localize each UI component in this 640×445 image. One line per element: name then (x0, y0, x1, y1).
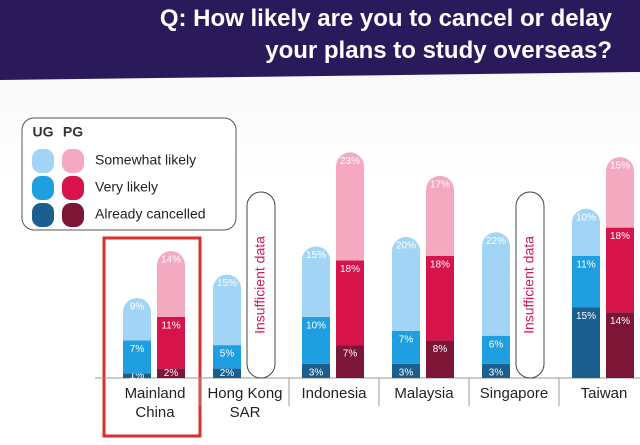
value-label: 2% (164, 368, 179, 379)
bar-segment (482, 335, 510, 364)
bar-segment (213, 345, 241, 369)
x-tick-label: Singapore (479, 385, 549, 402)
missing-note: Insufficient data (252, 236, 268, 334)
legend-swatch (32, 176, 54, 200)
legend-swatch (62, 176, 84, 200)
value-label: 1% (130, 370, 145, 381)
value-label: 7% (343, 349, 358, 360)
bar-segment (123, 340, 151, 374)
bar-segment (606, 312, 634, 378)
chart-title: Q: How likely are you to cancel or delay (159, 5, 612, 32)
x-tick-label: Malaysia (394, 385, 454, 402)
bar-segment (426, 255, 454, 341)
value-label: 10% (306, 321, 326, 332)
legend-label: Somewhat likely (95, 152, 196, 168)
title-banner (0, 0, 640, 80)
value-label: 15% (610, 161, 630, 172)
value-label: 7% (399, 335, 414, 346)
missing-note: Insufficient data (521, 236, 537, 334)
x-tick-label: Hong Kong SAR (207, 385, 283, 421)
value-label: 6% (489, 339, 504, 350)
value-label: 2% (220, 368, 235, 379)
value-label: 15% (306, 250, 326, 261)
legend-group-label: PG (63, 124, 83, 140)
bar-segment (392, 237, 420, 331)
bar-segment (336, 260, 364, 346)
bar-segment (482, 363, 510, 378)
value-label: 17% (430, 180, 450, 191)
bar-segment (157, 251, 185, 317)
missing-capsule (246, 191, 276, 379)
bar-segment (572, 208, 600, 256)
bar-segment (157, 368, 185, 378)
value-label: 15% (576, 311, 596, 322)
bar-segment (123, 373, 151, 378)
legend-swatch (62, 203, 84, 227)
bar-segment (392, 363, 420, 378)
value-label: 10% (576, 212, 596, 223)
value-label: 18% (610, 231, 630, 242)
value-label: 14% (610, 316, 630, 327)
value-label: 5% (220, 349, 235, 360)
bar-segment (572, 255, 600, 308)
bar-segment (426, 175, 454, 256)
bar-segment (302, 246, 330, 317)
value-label: 7% (130, 344, 145, 355)
bar-segment (336, 152, 364, 261)
value-label: 15% (217, 278, 237, 289)
bar-segment (123, 298, 151, 341)
value-label: 14% (161, 255, 181, 266)
bar-segment (572, 307, 600, 378)
highlight-box (102, 236, 202, 438)
legend-swatch (62, 149, 84, 173)
x-tick-label: Mainland China (124, 385, 186, 421)
value-label: 18% (340, 264, 360, 275)
bar-segment (606, 157, 634, 228)
bar-segment (302, 363, 330, 378)
bar-segment (606, 227, 634, 313)
legend-swatch (32, 203, 54, 227)
legend-label: Very likely (95, 179, 158, 195)
bar-segment (336, 345, 364, 378)
missing-capsule (515, 191, 545, 379)
bar-segment (213, 274, 241, 346)
value-label: 11% (161, 321, 180, 332)
bar-segment (213, 368, 241, 378)
value-label: 23% (340, 156, 360, 167)
value-label: 18% (430, 259, 450, 270)
x-tick-label: Taiwan (580, 385, 628, 402)
value-label: 20% (396, 241, 416, 252)
value-label: 22% (486, 236, 506, 247)
bar-segment (157, 316, 185, 369)
value-label: 8% (433, 344, 448, 355)
value-label: 11% (576, 259, 595, 270)
bar-segment (482, 232, 510, 336)
value-label: 3% (489, 368, 504, 379)
chart-title: your plans to study overseas? (265, 37, 612, 64)
legend-swatch (32, 149, 54, 173)
bar-segment (426, 340, 454, 378)
value-label: 3% (399, 368, 414, 379)
x-tick-label: Indonesia (301, 385, 367, 402)
legend-label: Already cancelled (95, 206, 206, 222)
value-label: 3% (309, 368, 324, 379)
legend-group-label: UG (33, 124, 54, 140)
bar-segment (302, 316, 330, 364)
value-label: 9% (130, 302, 145, 313)
legend-box (21, 117, 237, 231)
bar-segment (392, 331, 420, 364)
